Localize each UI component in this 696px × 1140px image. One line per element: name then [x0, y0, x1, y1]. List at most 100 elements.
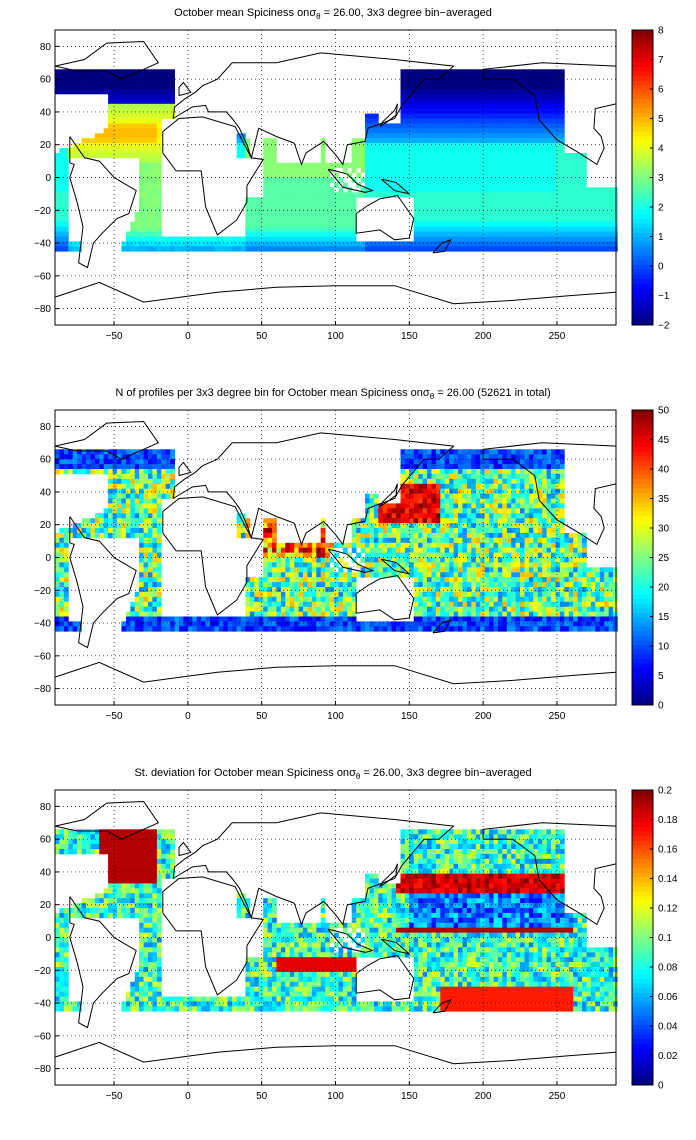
data-cell: [249, 577, 255, 583]
data-cell: [351, 216, 357, 223]
data-cell: [103, 449, 109, 455]
data-cell: [152, 246, 158, 252]
data-cell: [117, 523, 122, 529]
data-cell: [422, 89, 428, 95]
data-cell: [489, 221, 494, 228]
colorbar-segment: [632, 228, 653, 234]
data-cell: [431, 108, 437, 114]
data-cell: [267, 177, 273, 183]
data-cell: [360, 162, 366, 169]
data-cell: [347, 241, 353, 247]
data-cell: [276, 557, 282, 563]
data-cell: [511, 236, 516, 242]
data-cell: [502, 503, 508, 509]
data-cell: [462, 182, 468, 188]
data-cell: [493, 236, 499, 242]
data-cell: [404, 547, 410, 553]
data-cell: [285, 211, 291, 218]
data-cell: [276, 216, 282, 223]
data-cell: [90, 89, 96, 95]
data-cell: [551, 157, 556, 164]
data-cell: [130, 508, 136, 514]
data-cell: [413, 528, 419, 534]
data-cell: [347, 172, 353, 178]
data-cell: [236, 513, 242, 519]
data-cell: [480, 606, 485, 612]
data-cell: [409, 74, 415, 80]
data-cell: [466, 611, 472, 617]
data-cell: [462, 93, 468, 100]
data-cell: [258, 601, 264, 608]
data-cell: [453, 449, 459, 455]
data-cell: [125, 143, 131, 149]
data-cell: [303, 236, 308, 242]
data-cell: [462, 464, 468, 470]
data-cell: [528, 202, 534, 208]
data-cell: [595, 246, 601, 252]
data-cell: [422, 532, 428, 539]
data-cell: [170, 488, 175, 494]
data-cell: [528, 226, 534, 232]
data-cell: [108, 464, 113, 470]
data-cell: [68, 621, 74, 627]
colorbar-tick-label: 8: [658, 26, 664, 37]
data-cell: [462, 557, 468, 563]
data-cell: [537, 138, 543, 144]
data-cell: [338, 606, 344, 612]
data-cell: [298, 591, 304, 598]
data-cell: [444, 133, 450, 139]
data-cell: [471, 241, 477, 247]
data-cell: [267, 138, 273, 144]
data-cell: [365, 172, 370, 178]
data-cell: [493, 626, 499, 632]
data-cell: [462, 552, 468, 558]
data-cell: [391, 503, 397, 509]
data-cell: [551, 123, 556, 129]
data-cell: [280, 596, 286, 603]
data-cell: [404, 469, 410, 475]
data-cell: [134, 523, 140, 529]
data-cell: [103, 513, 109, 519]
data-cell: [435, 572, 441, 578]
data-cell: [329, 596, 335, 603]
data-cell: [258, 211, 264, 218]
data-cell: [480, 162, 485, 169]
data-cell: [68, 464, 74, 470]
data-cell: [400, 483, 406, 490]
data-cell: [462, 148, 468, 154]
data-cell: [165, 616, 171, 622]
data-cell: [63, 89, 69, 95]
data-cell: [267, 616, 273, 622]
data-cell: [134, 241, 140, 247]
data-cell: [86, 449, 91, 455]
data-cell: [272, 202, 277, 208]
data-cell: [77, 84, 82, 90]
data-cell: [223, 236, 229, 242]
data-cell: [427, 167, 432, 173]
data-cell: [280, 606, 286, 612]
data-cell: [422, 616, 428, 622]
data-cell: [524, 93, 530, 100]
data-cell: [378, 528, 384, 534]
data-cell: [365, 498, 370, 504]
data-cell: [143, 246, 149, 252]
data-cell: [148, 483, 153, 490]
data-cell: [382, 508, 388, 514]
data-cell: [143, 103, 149, 110]
data-cell: [148, 547, 153, 553]
data-cell: [484, 226, 490, 232]
data-cell: [435, 503, 441, 509]
data-cell: [356, 138, 361, 144]
data-cell: [276, 187, 282, 193]
data-cell: [502, 478, 508, 485]
data-cell: [484, 562, 490, 568]
data-cell: [480, 207, 485, 213]
data-cell: [156, 177, 162, 183]
data-cell: [427, 601, 432, 608]
data-cell: [351, 591, 357, 598]
data-cell: [444, 103, 450, 110]
data-cell: [232, 616, 237, 622]
data-cell: [245, 221, 251, 228]
data-cell: [506, 454, 512, 460]
data-cell: [493, 488, 499, 494]
